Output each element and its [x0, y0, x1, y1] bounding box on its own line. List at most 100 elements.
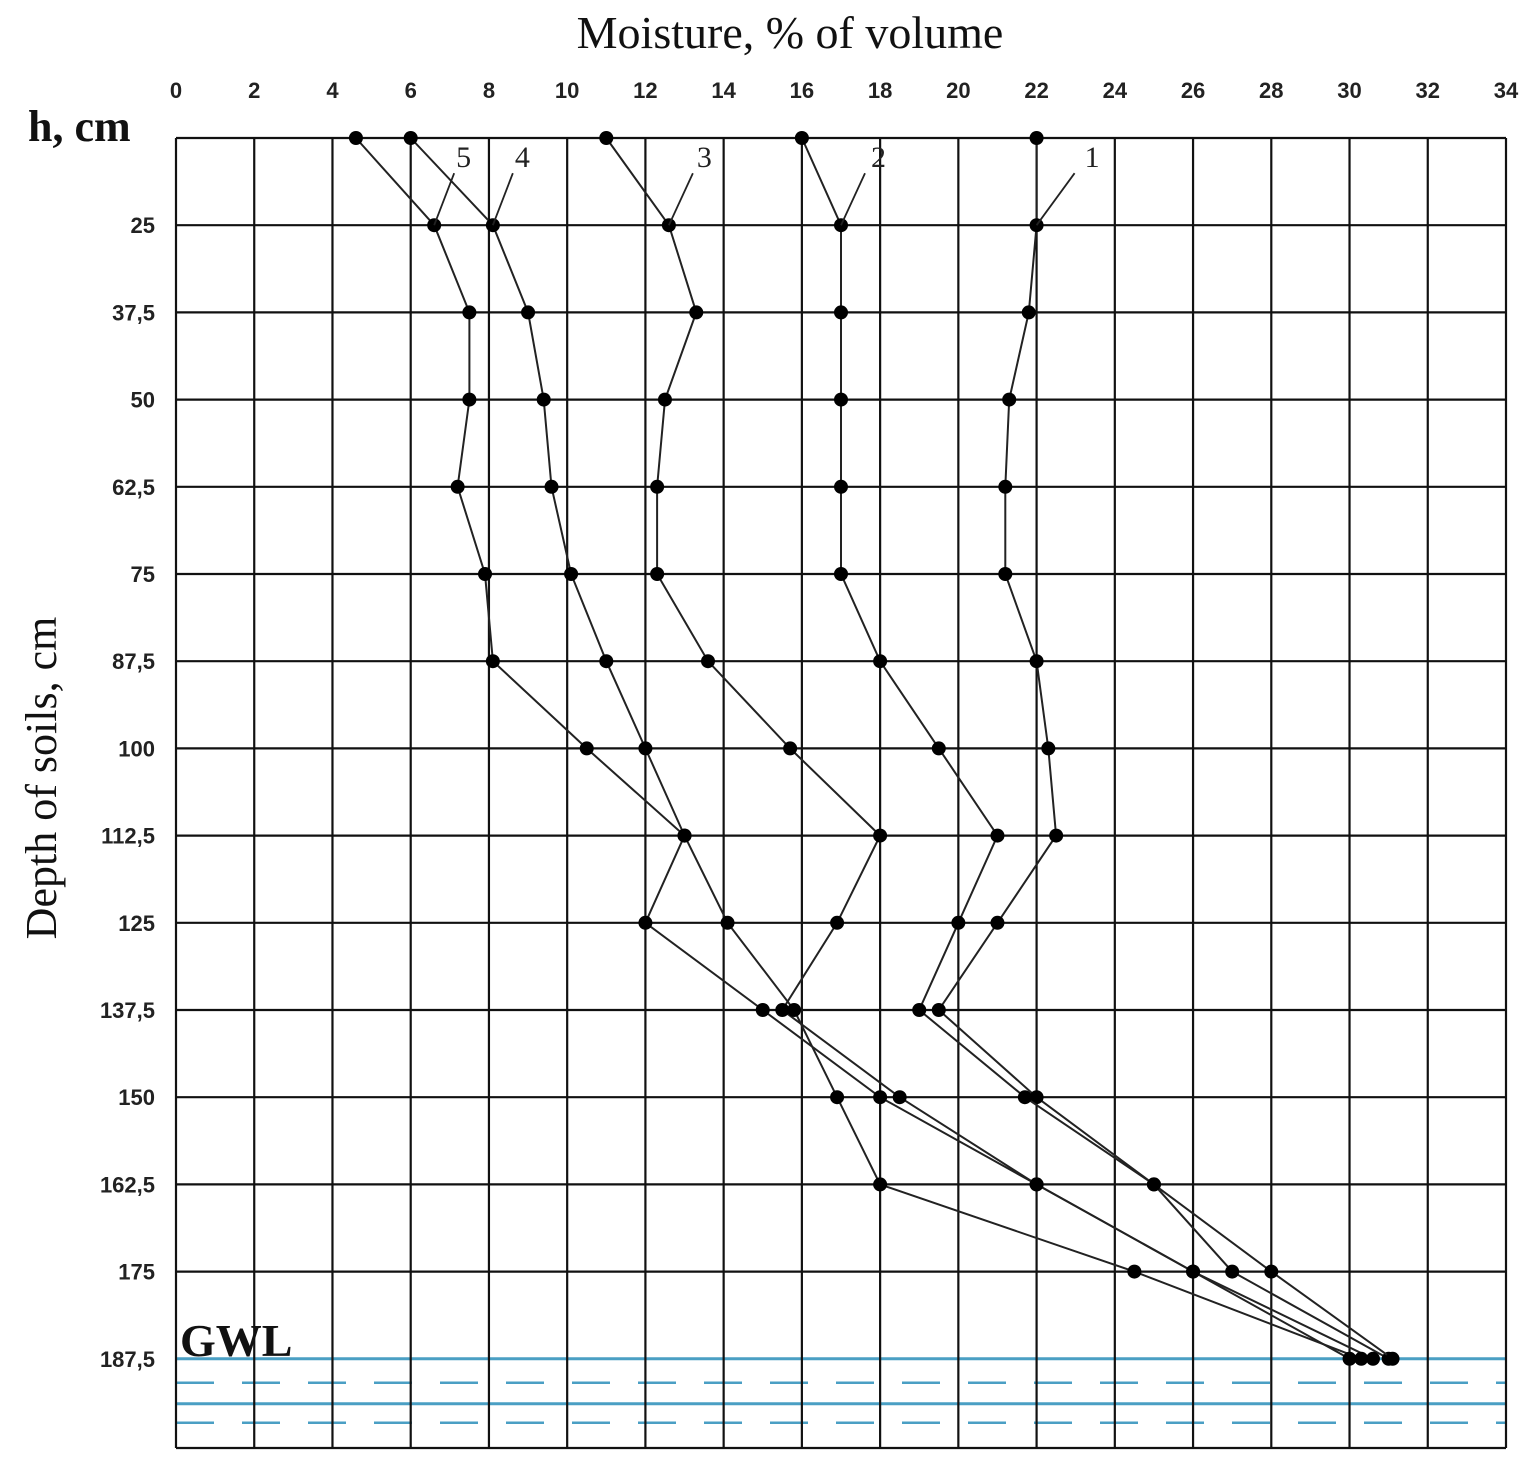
- y-tick-label: 100: [118, 736, 155, 761]
- data-point: [462, 392, 477, 407]
- y-tick-label: 175: [118, 1260, 155, 1285]
- x-tick-label: 14: [711, 78, 736, 103]
- curve-leader-line: [840, 172, 866, 226]
- chart-title: Moisture, % of volume: [577, 7, 1004, 58]
- data-point: [462, 305, 477, 320]
- series-4: [403, 131, 1369, 1366]
- data-point: [1354, 1351, 1369, 1366]
- data-point: [755, 1003, 770, 1017]
- series-3: [599, 131, 1380, 1366]
- data-point: [873, 1177, 888, 1192]
- data-point: [834, 479, 848, 494]
- x-tick-label: 34: [1494, 78, 1519, 103]
- curve-label-2: 2: [871, 141, 886, 174]
- data-point: [990, 915, 1005, 930]
- data-point: [1225, 1264, 1240, 1279]
- data-point: [348, 131, 363, 145]
- data-point: [931, 741, 946, 756]
- data-point: [1264, 1264, 1279, 1279]
- data-point: [998, 567, 1013, 581]
- data-point: [998, 479, 1013, 494]
- data-point: [599, 131, 614, 145]
- data-point: [650, 567, 665, 581]
- data-point: [450, 479, 465, 494]
- data-point: [638, 741, 653, 756]
- y-tick-label: 137,5: [100, 998, 155, 1023]
- groundwater-zone: [176, 1357, 1506, 1425]
- data-point: [892, 1090, 907, 1105]
- data-point: [1029, 654, 1044, 669]
- data-point: [1002, 392, 1017, 407]
- data-point: [873, 1090, 888, 1105]
- y-tick-label: 62,5: [112, 475, 155, 500]
- data-point: [1366, 1351, 1380, 1366]
- y-tick-label: 187,5: [100, 1347, 155, 1372]
- series-1: [931, 131, 1396, 1366]
- curve-label-5: 5: [456, 141, 471, 174]
- x-tick-label: 4: [326, 78, 339, 103]
- x-tick-label: 2: [248, 78, 260, 103]
- data-point: [1029, 1177, 1044, 1192]
- x-tick-label: 18: [868, 78, 892, 103]
- data-point: [1186, 1264, 1201, 1279]
- data-point: [650, 479, 665, 494]
- data-point: [1029, 1090, 1044, 1105]
- data-point: [830, 915, 845, 930]
- x-tick-label: 0: [170, 78, 182, 103]
- y-tick-label: 112,5: [101, 824, 155, 849]
- data-point: [1017, 1090, 1032, 1105]
- data-point: [536, 392, 551, 407]
- data-point: [775, 1003, 790, 1017]
- data-point: [931, 1003, 946, 1017]
- curve-label-4: 4: [515, 141, 530, 174]
- data-point: [478, 567, 493, 581]
- curve-label-1: 1: [1085, 141, 1100, 174]
- curve-leader-line: [492, 172, 514, 226]
- data-point: [787, 1003, 802, 1017]
- data-point: [521, 305, 536, 320]
- labels: Moisture, % of volume h, cm Depth of soi…: [17, 7, 1519, 1372]
- data-point: [689, 305, 704, 320]
- data-point: [834, 305, 848, 320]
- curve-label-3: 3: [697, 141, 712, 174]
- data-point: [1342, 1351, 1357, 1366]
- x-tick-label: 32: [1416, 78, 1440, 103]
- y-tick-label: 75: [131, 562, 155, 587]
- series-2: [794, 131, 1400, 1366]
- data-point: [677, 828, 692, 843]
- data-point: [403, 131, 418, 145]
- data-point: [1385, 1351, 1400, 1366]
- data-point: [794, 131, 809, 145]
- data-point: [638, 915, 653, 930]
- data-point: [830, 1090, 845, 1105]
- x-tick-label: 6: [405, 78, 417, 103]
- data-point: [873, 654, 888, 669]
- x-tick-label: 28: [1259, 78, 1283, 103]
- x-tick-label: 30: [1337, 78, 1361, 103]
- y-tick-label: 87,5: [112, 649, 155, 674]
- series-group: [348, 131, 1400, 1366]
- x-tick-label: 8: [483, 78, 495, 103]
- x-tick-label: 24: [1103, 78, 1128, 103]
- y-unit-label: h, cm: [28, 102, 131, 151]
- data-point: [1127, 1264, 1142, 1279]
- y-tick-label: 162,5: [100, 1172, 155, 1197]
- data-point: [834, 392, 848, 407]
- data-point: [873, 828, 888, 843]
- data-point: [834, 567, 848, 581]
- data-point: [701, 654, 715, 669]
- curve-leader-line: [1035, 172, 1076, 226]
- data-point: [657, 392, 672, 407]
- y-axis-title: Depth of soils, cm: [17, 617, 66, 940]
- curve-leader-line: [433, 172, 456, 226]
- curve-leader-line: [668, 172, 694, 226]
- data-point: [951, 915, 966, 930]
- groundwater-label: GWL: [180, 1315, 292, 1366]
- data-point: [1049, 828, 1064, 843]
- data-point: [990, 828, 1005, 843]
- y-tick-label: 125: [118, 911, 155, 936]
- x-tick-label: 10: [555, 78, 579, 103]
- data-point: [485, 654, 500, 669]
- data-point: [720, 915, 735, 930]
- data-point: [912, 1003, 927, 1017]
